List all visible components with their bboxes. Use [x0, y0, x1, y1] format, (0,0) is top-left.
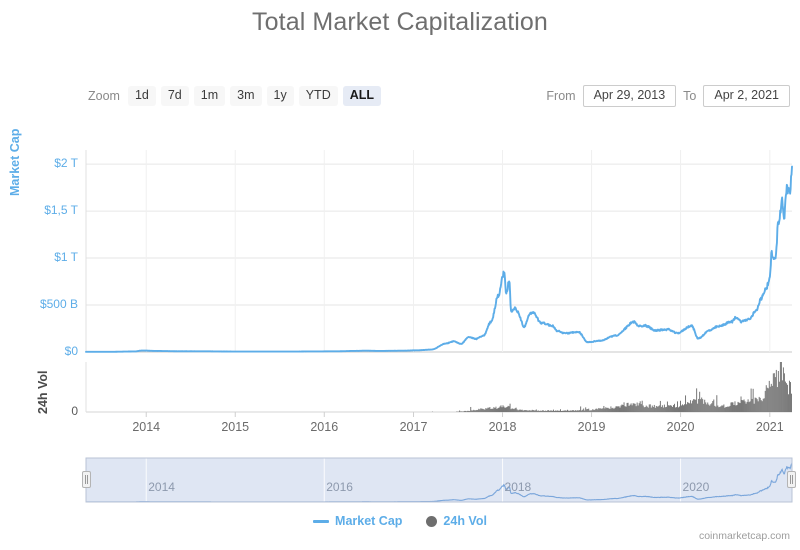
from-label: From [546, 89, 576, 103]
zoom-button-3m[interactable]: 3m [230, 86, 262, 106]
to-date-input[interactable]: Apr 2, 2021 [703, 85, 790, 107]
zoom-button-1d[interactable]: 1d [127, 86, 156, 106]
x-tick-2015: 2015 [221, 420, 250, 434]
x-tick-2017: 2017 [399, 420, 428, 434]
navigator-tick-2016: 2016 [326, 480, 353, 494]
navigator-handle-right[interactable] [787, 471, 796, 488]
y-tick-0: $0 [64, 344, 78, 358]
zoom-label: Zoom [88, 89, 120, 103]
zoom-button-ytd[interactable]: YTD [298, 86, 338, 106]
y-tick-500B: $500 B [39, 297, 78, 312]
line-marker-icon [313, 519, 330, 523]
navigator-tick-2020: 2020 [682, 480, 710, 494]
chart-legend: Market Cap 24h Vol [0, 514, 800, 528]
zoom-button-group: Zoom 1d 7d 1m 3m 1y YTD ALL [88, 84, 382, 108]
grip-icon [85, 475, 88, 484]
zoom-button-all[interactable]: ALL [342, 86, 382, 106]
volume-tick-0: 0 [71, 404, 78, 418]
y-tick-2T: $2 T [54, 156, 78, 171]
zoom-button-7d[interactable]: 7d [160, 86, 189, 106]
legend-label-volume: 24h Vol [443, 514, 487, 528]
legend-item-volume[interactable]: 24h Vol [426, 514, 487, 528]
y-axis-title-market-cap: Market Cap [8, 128, 22, 196]
range-selector: Zoom 1d 7d 1m 3m 1y YTD ALL From Apr 29,… [0, 84, 800, 108]
from-date-input[interactable]: Apr 29, 2013 [582, 85, 677, 107]
y-tick-1T: $1 T [54, 250, 78, 265]
x-tick-2019: 2019 [577, 420, 606, 434]
x-tick-2018: 2018 [488, 420, 517, 434]
to-label: To [683, 89, 697, 103]
zoom-button-1m[interactable]: 1m [193, 86, 226, 106]
navigator-tick-2014: 2014 [148, 480, 175, 494]
x-tick-2020: 2020 [666, 420, 695, 434]
zoom-button-1y[interactable]: 1y [266, 86, 294, 106]
dot-marker-icon [426, 515, 438, 527]
navigator-tick-2018: 2018 [504, 480, 532, 494]
x-tick-2016: 2016 [310, 420, 339, 434]
grip-icon [790, 475, 793, 484]
legend-label-market-cap: Market Cap [335, 514, 403, 528]
watermark: coinmarketcap.com [698, 530, 790, 542]
page-title: Total Market Capitalization [252, 8, 548, 36]
x-tick-2021: 2021 [755, 420, 784, 434]
y-tick-15T: $1,5 T [44, 203, 78, 218]
date-range-group: From Apr 29, 2013 To Apr 2, 2021 [546, 84, 790, 108]
x-tick-2014: 2014 [132, 420, 161, 434]
navigator-handle-left[interactable] [82, 471, 91, 488]
legend-item-market-cap[interactable]: Market Cap [313, 514, 402, 528]
